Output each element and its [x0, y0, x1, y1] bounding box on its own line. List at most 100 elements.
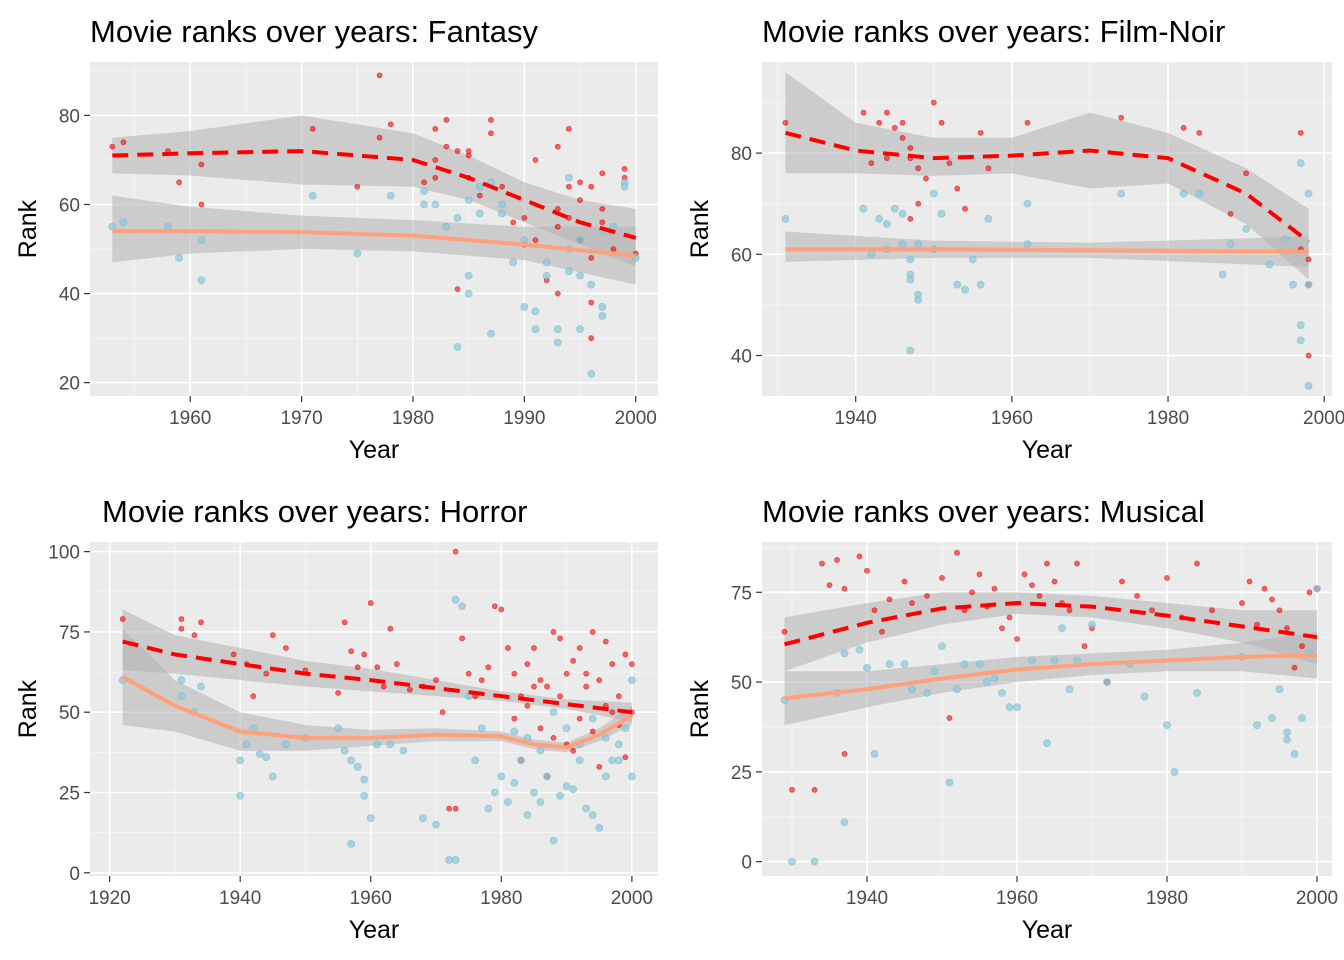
data-point-blue: [1013, 703, 1021, 712]
data-point-blue: [898, 209, 907, 218]
x-tick-label: 1980: [392, 408, 434, 429]
data-point-blue: [906, 275, 915, 284]
data-point-blue: [620, 178, 629, 187]
data-point-red: [465, 152, 472, 159]
data-point-red: [589, 728, 596, 735]
data-point-blue: [360, 791, 369, 800]
chart-title: Movie ranks over years: Musical: [762, 494, 1205, 529]
data-point-red: [1227, 210, 1234, 217]
data-point-blue: [542, 258, 551, 267]
data-point-red: [465, 670, 472, 677]
data-point-blue: [471, 756, 480, 765]
data-point-red: [879, 628, 885, 635]
data-point-red: [478, 677, 485, 683]
data-point-red: [924, 592, 930, 599]
data-point-blue: [1088, 620, 1096, 629]
data-point-blue: [510, 727, 519, 736]
data-layer: [780, 549, 1321, 866]
data-point-red: [1261, 585, 1268, 592]
data-point-blue: [983, 678, 991, 686]
data-point-blue: [484, 804, 493, 813]
data-point-red: [198, 619, 204, 626]
y-tick-label: 25: [59, 784, 80, 805]
y-tick-label: 0: [741, 853, 752, 874]
data-point-red: [946, 160, 953, 167]
data-point-red: [387, 121, 394, 128]
data-point-red: [1134, 592, 1140, 599]
data-point-red: [491, 603, 498, 610]
data-point-blue: [788, 857, 796, 866]
data-point-blue: [503, 798, 512, 807]
chart-panel-3: 1940 1960 1980 2000 0 25 50 75 Movie ranks over …: [686, 494, 1338, 944]
data-point-red: [954, 185, 961, 192]
data-point-red: [433, 677, 439, 683]
data-point-red: [1180, 124, 1187, 131]
data-point-blue: [587, 369, 596, 378]
data-point-red: [789, 786, 795, 793]
data-point-red: [550, 735, 557, 741]
data-point-red: [899, 119, 906, 126]
data-point-blue: [867, 250, 876, 259]
data-point-blue: [562, 782, 571, 790]
data-point-blue: [197, 682, 205, 691]
data-point-blue: [536, 798, 545, 807]
data-point-red: [504, 645, 511, 651]
data-point-red: [367, 600, 374, 606]
data-point-blue: [923, 688, 931, 697]
data-point-red: [554, 290, 561, 297]
smooth-line-solid: [112, 229, 636, 258]
y-tick-label: 25: [731, 763, 752, 784]
data-point-red: [554, 143, 561, 150]
data-point-blue: [859, 204, 868, 213]
data-point-red: [498, 606, 505, 613]
data-point-red: [856, 553, 863, 560]
data-point-red: [976, 571, 983, 578]
data-point-blue: [976, 280, 985, 289]
data-point-red: [341, 619, 348, 626]
data-point-blue: [840, 649, 849, 658]
data-point-blue: [608, 756, 617, 765]
data-point-blue: [1058, 624, 1066, 633]
data-point-red: [923, 175, 929, 182]
x-tick-label: 1980: [480, 888, 522, 909]
data-point-red: [1044, 560, 1050, 567]
data-point-blue: [1296, 336, 1305, 345]
data-point-blue: [236, 791, 245, 800]
data-point-blue: [197, 276, 206, 285]
data-point-red: [907, 215, 914, 222]
data-point-red: [1246, 578, 1253, 585]
data-point-blue: [536, 746, 545, 755]
data-point-red: [1164, 575, 1170, 581]
data-point-blue: [497, 772, 506, 781]
data-point-red: [930, 99, 937, 106]
data-point-red: [1006, 614, 1013, 621]
data-point-red: [511, 670, 518, 677]
data-point-red: [557, 635, 563, 642]
data-point-blue: [875, 214, 884, 223]
confidence-band: [122, 609, 632, 722]
data-point-blue: [810, 857, 819, 866]
data-point-red: [376, 72, 383, 79]
data-point-blue: [1140, 692, 1149, 701]
x-tick-label: 1980: [1147, 408, 1189, 429]
data-point-blue: [242, 740, 251, 749]
data-point-blue: [255, 750, 264, 758]
data-point-blue: [360, 775, 369, 784]
smooth-line-solid: [784, 653, 1318, 701]
data-point-red: [176, 179, 182, 186]
data-point-red: [282, 645, 289, 651]
data-point-blue: [953, 685, 961, 694]
data-point-blue: [984, 214, 993, 223]
data-point-blue: [451, 595, 460, 604]
data-point-blue: [1304, 381, 1313, 390]
data-point-red: [1149, 607, 1155, 614]
chart-title: Movie ranks over years: Horror: [102, 494, 528, 529]
data-point-blue: [627, 772, 636, 781]
data-point-blue: [975, 660, 984, 669]
data-point-blue: [781, 214, 790, 223]
data-point-red: [309, 125, 316, 132]
data-point-red: [1194, 560, 1200, 567]
data-point-blue: [565, 267, 573, 276]
data-point-blue: [347, 756, 356, 765]
data-point-red: [977, 129, 984, 136]
